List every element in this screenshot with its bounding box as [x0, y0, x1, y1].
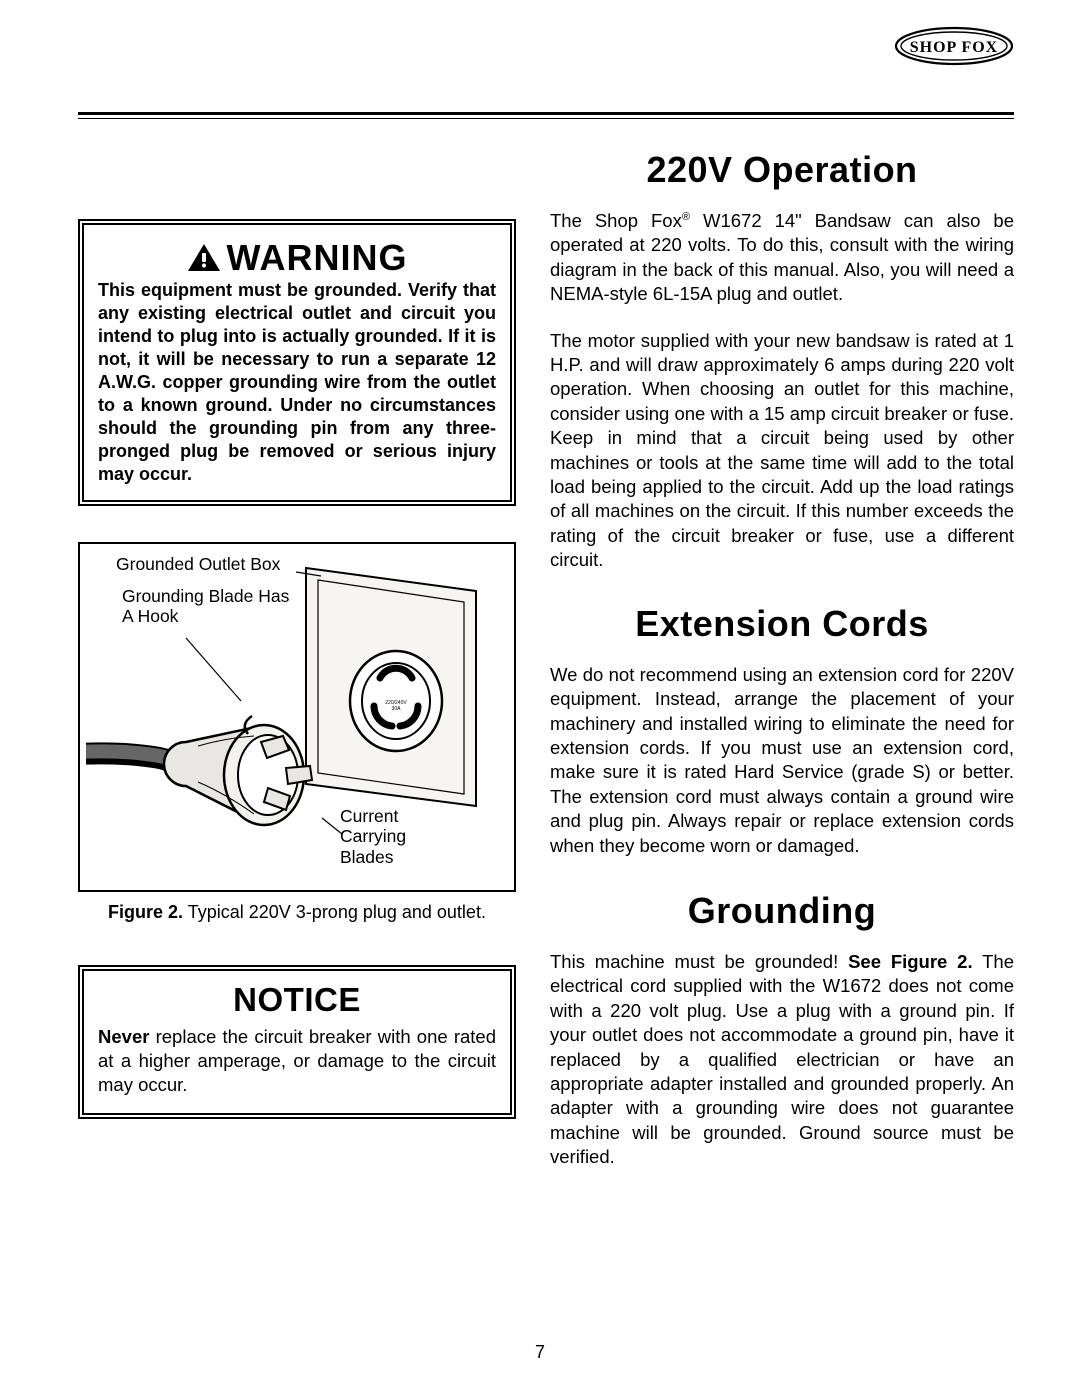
notice-body-text: Never replace the circuit breaker with o… — [98, 1025, 496, 1097]
para-220v-2: The motor supplied with your new bandsaw… — [550, 329, 1014, 573]
page-number: 7 — [0, 1342, 1080, 1363]
figure-2-caption: Figure 2. Typical 220V 3-prong plug and … — [78, 902, 516, 923]
para-extension-1: We do not recommend using an extension c… — [550, 663, 1014, 858]
plug-outlet-illustration: 220/240V 30A — [86, 556, 494, 876]
notice-callout: NOTICE Never replace the circuit breaker… — [78, 965, 516, 1119]
para-220v-1: The Shop Fox® W1672 14" Bandsaw can also… — [550, 209, 1014, 307]
warning-callout: WARNING This equipment must be grounded.… — [78, 219, 516, 506]
right-column: 220V Operation The Shop Fox® W1672 14" B… — [550, 149, 1014, 1192]
para-grounding-1: This machine must be grounded! See Figur… — [550, 950, 1014, 1170]
svg-text:30A: 30A — [392, 706, 402, 712]
left-column: WARNING This equipment must be grounded.… — [78, 149, 516, 1192]
manual-page: SHOP FOX WARNING This equipment must be … — [0, 0, 1080, 1192]
warning-body-text: This equipment must be grounded. Verify … — [98, 279, 496, 486]
two-column-layout: WARNING This equipment must be grounded.… — [78, 149, 1014, 1192]
svg-text:SHOP FOX: SHOP FOX — [910, 39, 998, 56]
heading-grounding: Grounding — [550, 890, 1014, 932]
heading-220v-operation: 220V Operation — [550, 149, 1014, 191]
header-area: SHOP FOX — [78, 28, 1014, 72]
brand-logo: SHOP FOX — [894, 26, 1014, 71]
header-rule — [78, 112, 1014, 119]
notice-heading: NOTICE — [98, 981, 496, 1019]
warning-heading: WARNING — [98, 237, 496, 279]
warning-heading-text: WARNING — [227, 237, 408, 279]
figure-2-diagram: Grounded Outlet Box Grounding Blade Has … — [78, 542, 516, 892]
warning-triangle-icon — [187, 243, 221, 273]
heading-extension-cords: Extension Cords — [550, 603, 1014, 645]
